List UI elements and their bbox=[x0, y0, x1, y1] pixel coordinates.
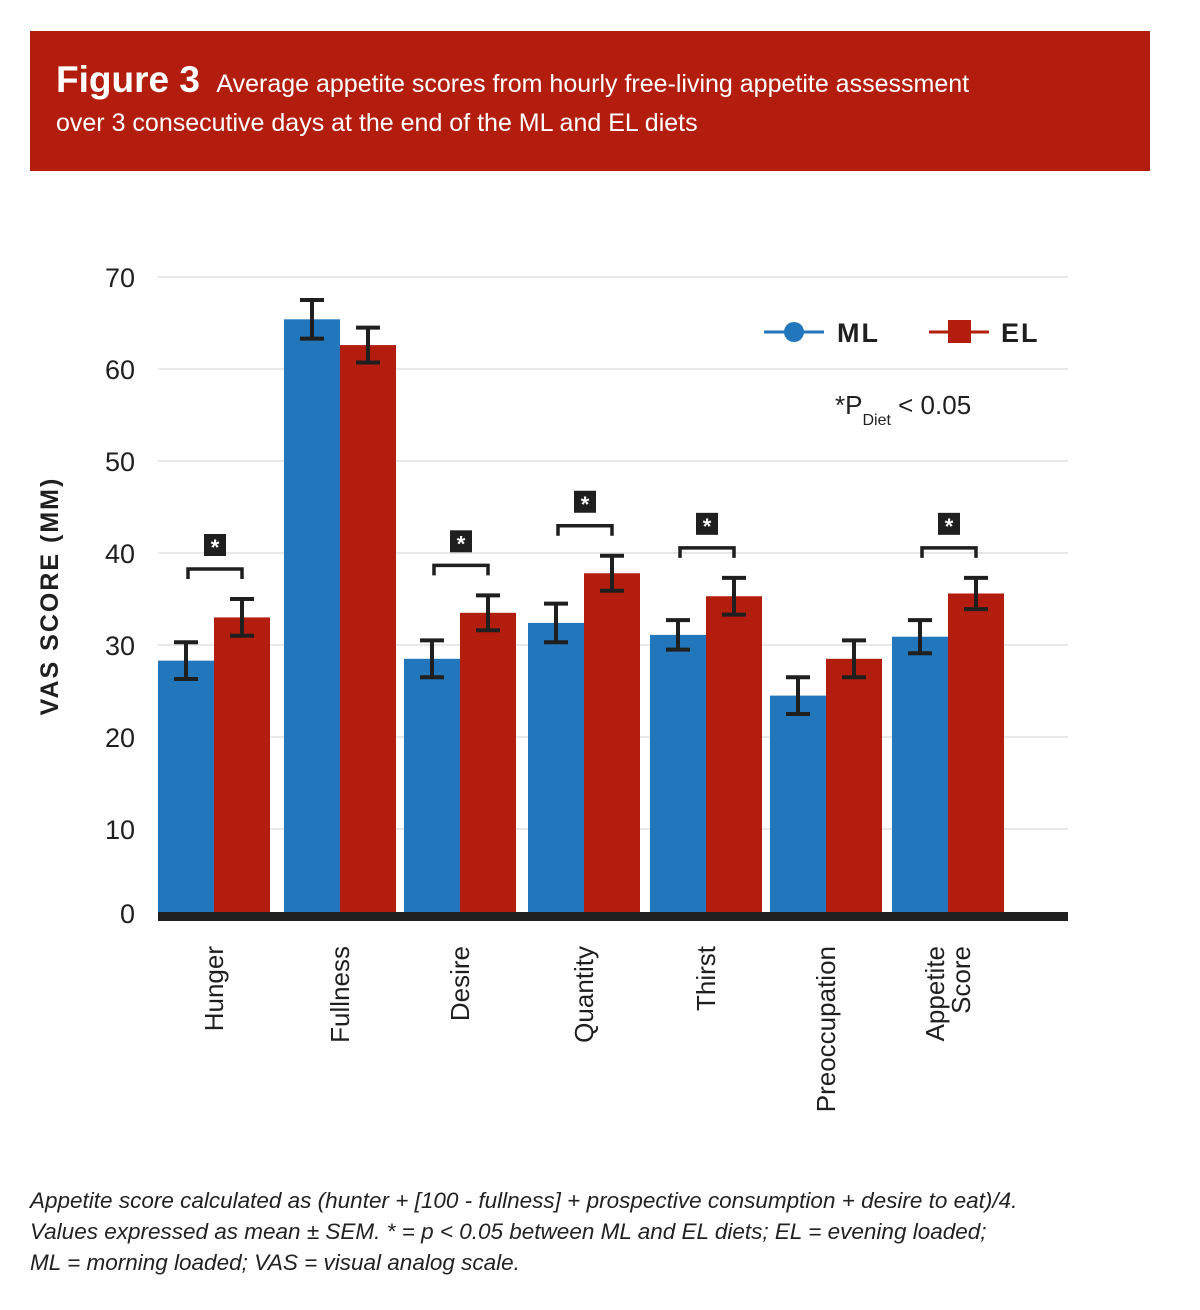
error-bar-ml bbox=[300, 298, 324, 341]
bar-ml bbox=[284, 319, 340, 921]
asterisk-icon bbox=[450, 530, 472, 553]
x-tick-label-line: Hunger bbox=[199, 946, 229, 1032]
significance-symbol: * bbox=[457, 531, 466, 556]
significance-note: *PDiet < 0.05 bbox=[835, 390, 971, 429]
significance-bracket: * bbox=[556, 490, 614, 536]
significance-symbol: * bbox=[945, 514, 954, 539]
bar-el bbox=[340, 345, 396, 922]
footnote-line: Appetite score calculated as (hunter + [… bbox=[30, 1188, 1018, 1213]
x-axis-line bbox=[158, 912, 1068, 921]
error-bar-el bbox=[600, 553, 624, 593]
x-tick-label: Fullness bbox=[325, 946, 355, 1043]
x-tick-label: Thirst bbox=[691, 945, 721, 1011]
bar-ml bbox=[650, 634, 706, 921]
note-prefix: *P bbox=[835, 390, 862, 420]
figure-title-line1: Average appetite scores from hourly free… bbox=[216, 70, 970, 98]
y-tick-label: 50 bbox=[105, 447, 135, 477]
y-tick-label: 60 bbox=[105, 355, 135, 385]
figure-banner: Figure 3 Average appetite scores from ho… bbox=[30, 31, 1150, 171]
x-tick-label-line: Score bbox=[946, 946, 976, 1014]
error-bar-el bbox=[356, 325, 380, 365]
x-tick-label-line: Appetite bbox=[920, 946, 950, 1041]
svg-text:*PDiet < 0.05: *PDiet < 0.05 bbox=[835, 390, 971, 429]
x-tick-label: Preoccupation bbox=[811, 946, 841, 1112]
bar-chart: 0 10 20 30 40 50 60 70 VAS SCORE (MM) * * * * * Hun… bbox=[36, 263, 1068, 1112]
legend-label-el: EL bbox=[1001, 318, 1040, 348]
figure-label: Figure 3 bbox=[56, 59, 200, 100]
error-bar-el bbox=[722, 575, 746, 617]
legend: ML EL bbox=[764, 318, 1040, 348]
footnote-line: Values expressed as mean ± SEM. * = p < … bbox=[30, 1219, 987, 1244]
bar-el bbox=[214, 617, 270, 921]
error-bar-el bbox=[964, 575, 988, 612]
x-tick-label-line: Desire bbox=[445, 946, 475, 1021]
y-tick-label: 30 bbox=[105, 631, 135, 661]
asterisk-icon bbox=[204, 534, 226, 556]
y-axis-label: VAS SCORE (MM) bbox=[36, 477, 64, 716]
error-bar-el bbox=[230, 597, 254, 638]
significance-bracket: * bbox=[432, 530, 490, 576]
x-tick-label-line: Preoccupation bbox=[811, 946, 841, 1112]
legend-label-ml: ML bbox=[837, 318, 880, 348]
footnote: Appetite score calculated as (hunter + [… bbox=[30, 1185, 1190, 1278]
y-tick-label: 10 bbox=[105, 815, 135, 845]
legend-item-ml: ML bbox=[764, 318, 880, 348]
x-tick-label-line: Thirst bbox=[691, 945, 721, 1011]
x-tick-label-line: Fullness bbox=[325, 946, 355, 1043]
note-suffix: < 0.05 bbox=[891, 390, 971, 420]
error-bars bbox=[174, 298, 988, 716]
error-bar-ml bbox=[420, 638, 444, 680]
bar-el bbox=[826, 658, 882, 921]
y-tick-label: 0 bbox=[120, 899, 135, 929]
y-axis-ticks: 0 10 20 30 40 50 60 70 bbox=[105, 263, 135, 929]
circle-marker-icon bbox=[784, 322, 804, 342]
y-tick-label: 20 bbox=[105, 723, 135, 753]
square-marker-icon bbox=[948, 320, 971, 343]
bar-ml bbox=[404, 658, 460, 921]
bar-ml bbox=[158, 660, 214, 921]
significance-symbol: * bbox=[211, 535, 220, 560]
significance-markers: * * * * * bbox=[186, 490, 978, 579]
x-tick-label: Hunger bbox=[199, 946, 229, 1032]
significance-bracket: * bbox=[186, 534, 244, 579]
significance-bracket: * bbox=[920, 512, 978, 558]
x-tick-label: Quantity bbox=[569, 946, 599, 1043]
y-tick-label: 70 bbox=[105, 263, 135, 293]
footnote-line: ML = morning loaded; VAS = visual analog… bbox=[30, 1250, 520, 1275]
legend-item-el: EL bbox=[929, 318, 1040, 348]
bar-ml bbox=[528, 622, 584, 921]
asterisk-icon bbox=[696, 512, 718, 535]
error-bar-el bbox=[476, 593, 500, 633]
error-bar-ml bbox=[786, 675, 810, 716]
significance-symbol: * bbox=[581, 492, 590, 517]
significance-symbol: * bbox=[703, 514, 712, 539]
bar-el bbox=[706, 596, 762, 921]
x-axis-ticks: Hunger Fullness Desire Quantity Thirst Preocc… bbox=[199, 945, 976, 1112]
error-bar-ml bbox=[908, 618, 932, 656]
bar-ml bbox=[892, 636, 948, 921]
asterisk-icon bbox=[938, 512, 960, 535]
figure-title-line2: over 3 consecutive days at the end of th… bbox=[56, 109, 698, 137]
error-bar-ml bbox=[544, 601, 568, 645]
y-tick-label: 40 bbox=[105, 539, 135, 569]
bar-ml bbox=[770, 695, 826, 921]
note-subscript: Diet bbox=[862, 412, 891, 429]
error-bar-ml bbox=[174, 640, 198, 682]
x-tick-label-line: Quantity bbox=[569, 946, 599, 1043]
error-bar-el bbox=[842, 638, 866, 680]
error-bar-ml bbox=[666, 618, 690, 652]
x-tick-label: Desire bbox=[445, 946, 475, 1021]
bars bbox=[158, 319, 1004, 922]
asterisk-icon bbox=[574, 490, 596, 513]
bar-el bbox=[584, 573, 640, 921]
bar-el bbox=[948, 593, 1004, 921]
bar-el bbox=[460, 612, 516, 921]
significance-bracket: * bbox=[678, 512, 736, 558]
